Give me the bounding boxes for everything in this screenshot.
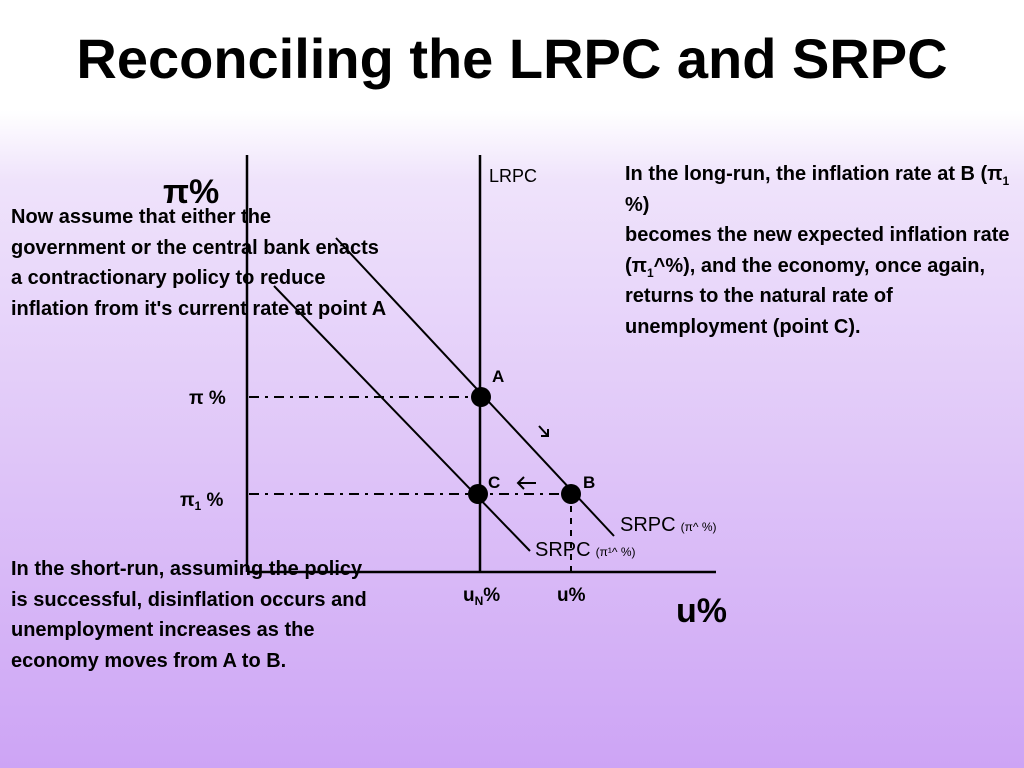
arrow-left-icon <box>516 476 536 490</box>
tick-pi1: π1 % <box>180 490 224 513</box>
x-axis-label: u% <box>676 592 727 630</box>
note-right: In the long-run, the inflation rate at B… <box>625 159 1015 342</box>
srpc-initial-label: SRPC (π^ %) <box>620 514 716 536</box>
note-right-line2: becomes the new expected inflation rate … <box>625 224 1010 338</box>
point-a-dot <box>471 387 491 407</box>
srpc-new-label: SRPC (π¹^ %) <box>535 539 635 561</box>
lrpc-label: LRPC <box>489 166 537 186</box>
point-c-label: C <box>488 473 500 492</box>
tick-un: uN% <box>463 585 500 608</box>
note-right-line1: In the long-run, the inflation rate at B… <box>625 163 1010 216</box>
point-c-dot <box>468 484 488 504</box>
y-axis-label: π% <box>163 173 219 211</box>
point-b-label: B <box>583 473 595 492</box>
srpc-new-line <box>273 285 531 552</box>
slide-title: Reconciling the LRPC and SRPC <box>76 27 948 90</box>
note-left: Now assume that either the government or… <box>11 206 387 320</box>
tick-u: u% <box>557 585 586 606</box>
point-b-dot <box>561 484 581 504</box>
arrow-down-right-icon <box>538 425 549 437</box>
point-a-label: A <box>492 367 504 386</box>
note-bottom: In the short-run, assuming the policy is… <box>11 558 367 672</box>
tick-pi: π % <box>189 388 226 409</box>
